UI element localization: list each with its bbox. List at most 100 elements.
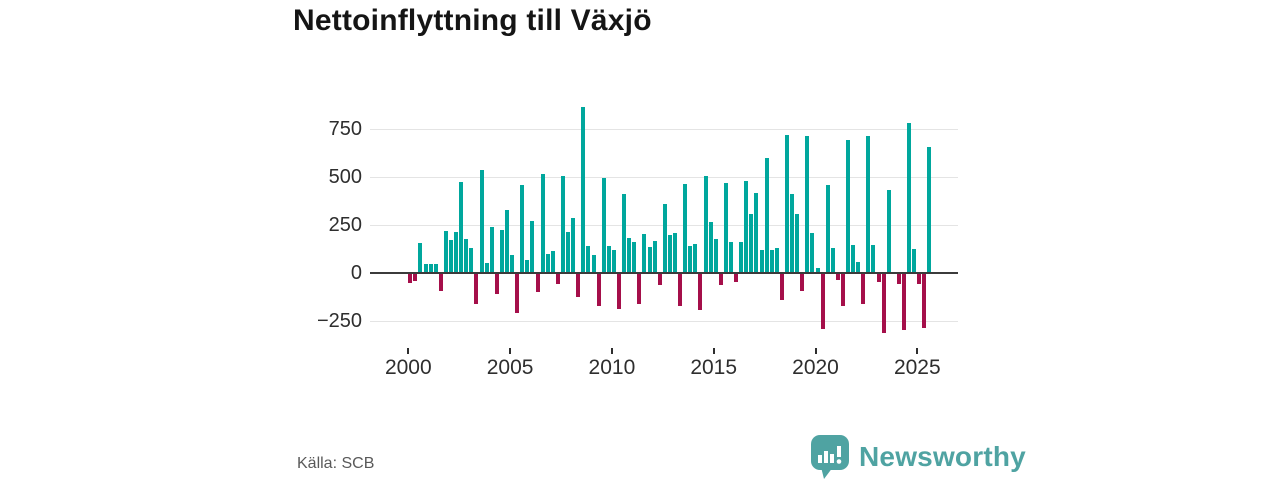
y-tick-label: 250	[328, 214, 362, 237]
bar-negative	[734, 273, 739, 282]
bar-positive	[754, 193, 759, 272]
gridline	[370, 177, 958, 179]
bar-negative	[779, 273, 784, 300]
bar-negative	[835, 273, 840, 280]
bar-negative	[494, 273, 499, 294]
gridline	[370, 129, 958, 131]
bar-positive	[652, 241, 657, 272]
bar-positive	[489, 226, 494, 272]
bar-positive	[428, 264, 433, 272]
bar-negative	[861, 273, 866, 304]
source-note: Källa: SCB	[297, 455, 375, 472]
bar-positive	[815, 268, 820, 272]
bar-positive	[591, 254, 596, 272]
plot-area	[370, 66, 958, 340]
bar-positive	[927, 147, 932, 272]
bar-negative	[820, 273, 825, 330]
bar-positive	[540, 174, 545, 272]
bar-positive	[866, 135, 871, 272]
bar-positive	[530, 221, 535, 272]
bar-positive	[851, 245, 856, 272]
bar-positive	[764, 157, 769, 272]
bar-negative	[840, 273, 845, 307]
bar-positive	[713, 239, 718, 272]
bar-positive	[550, 250, 555, 272]
x-axis-tick-label: 2005	[486, 356, 534, 379]
bar-positive	[784, 134, 789, 272]
bar-positive	[418, 243, 423, 272]
x-axis-tick	[916, 348, 919, 354]
bar-positive	[846, 139, 851, 272]
x-axis-tick-label: 2010	[588, 356, 636, 379]
bar-positive	[871, 245, 876, 272]
y-tick-label: −250	[316, 309, 362, 332]
bar-positive	[810, 232, 815, 272]
bar-positive	[606, 246, 611, 272]
bar-negative	[515, 273, 520, 314]
bar-positive	[545, 253, 550, 272]
bar-positive	[723, 182, 728, 272]
bar-positive	[454, 231, 459, 272]
bar-positive	[693, 244, 698, 272]
bar-positive	[586, 246, 591, 272]
bar-positive	[825, 184, 830, 272]
bar-positive	[728, 242, 733, 272]
zero-axis-line	[370, 271, 958, 274]
bar-positive	[856, 262, 861, 272]
bar-positive	[744, 180, 749, 272]
bar-positive	[790, 194, 795, 272]
bar-positive	[443, 230, 448, 272]
bar-positive	[433, 264, 438, 272]
bar-positive	[795, 214, 800, 272]
bar-negative	[917, 273, 922, 285]
newsworthy-logo: Newsworthy	[810, 434, 1026, 479]
bar-positive	[566, 231, 571, 272]
bar-negative	[896, 273, 901, 285]
x-axis-tick-label: 2025	[893, 356, 941, 379]
bar-positive	[907, 122, 912, 272]
x-axis-tick-label: 2000	[384, 356, 432, 379]
bar-positive	[510, 254, 515, 272]
bar-negative	[922, 273, 927, 329]
speech-bubble-bar-chart-icon	[810, 434, 850, 479]
bar-negative	[678, 273, 683, 307]
newsworthy-logo-text: Newsworthy	[859, 440, 1026, 472]
bar-negative	[657, 273, 662, 286]
gridline	[370, 320, 958, 322]
bar-positive	[647, 247, 652, 272]
bar-negative	[637, 273, 642, 304]
bar-positive	[505, 209, 509, 272]
bar-positive	[805, 135, 810, 272]
bar-positive	[611, 249, 616, 272]
bar-positive	[499, 229, 504, 272]
bar-negative	[474, 273, 479, 304]
bar-positive	[525, 259, 530, 272]
bar-positive	[449, 240, 454, 272]
bar-positive	[708, 222, 713, 272]
bar-positive	[769, 249, 774, 272]
bar-negative	[596, 273, 601, 307]
bar-positive	[469, 248, 474, 272]
bar-positive	[774, 248, 779, 272]
bar-positive	[601, 178, 606, 272]
bar-positive	[749, 214, 754, 272]
bar-positive	[912, 248, 917, 272]
chart-title: Nettoinflyttning till Växjö	[293, 4, 652, 37]
bar-positive	[479, 170, 484, 272]
bar-positive	[667, 234, 672, 272]
bar-positive	[688, 246, 693, 272]
x-axis-tick	[610, 348, 613, 354]
bar-negative	[616, 273, 621, 310]
bar-positive	[830, 248, 835, 272]
bar-negative	[535, 273, 540, 293]
y-tick-label: 0	[350, 261, 362, 284]
bar-positive	[561, 176, 565, 272]
bar-positive	[459, 181, 464, 272]
bar-positive	[627, 238, 632, 272]
bar-negative	[408, 273, 413, 284]
x-axis-tick	[814, 348, 817, 354]
bar-positive	[683, 183, 688, 272]
y-tick-label: 750	[328, 118, 362, 141]
bar-positive	[642, 233, 647, 272]
bar-positive	[571, 218, 576, 272]
